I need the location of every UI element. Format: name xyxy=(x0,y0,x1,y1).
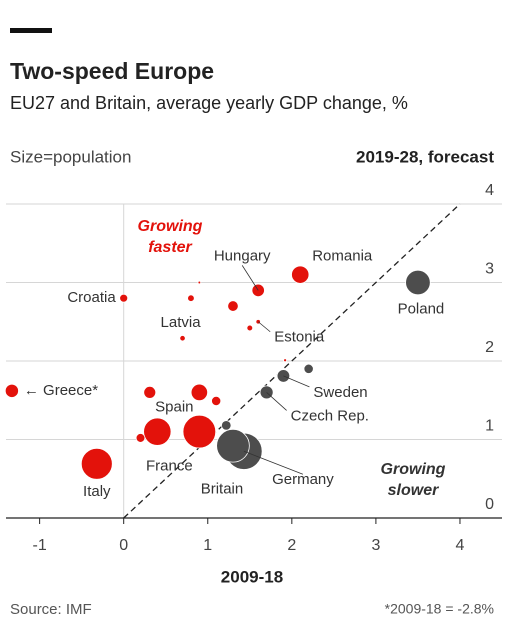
bubble xyxy=(4,383,19,398)
point-label: France xyxy=(146,458,193,475)
point-label: Britain xyxy=(201,481,244,498)
y-tick-label: 1 xyxy=(485,418,494,435)
leader-line xyxy=(283,375,310,388)
point-label: Czech Rep. xyxy=(291,407,369,424)
chart-title: Two-speed Europe xyxy=(10,58,214,84)
point-label: Croatia xyxy=(67,289,116,306)
bubble xyxy=(135,433,146,443)
annotation: Growing xyxy=(381,461,446,478)
leader-line xyxy=(243,450,304,475)
y-tick-label: 4 xyxy=(485,182,494,199)
bubble xyxy=(197,280,202,285)
point-label: Italy xyxy=(83,483,111,500)
bubble xyxy=(143,385,157,399)
bubble xyxy=(187,294,195,302)
x-tick-label: 1 xyxy=(203,537,212,554)
point-label: Estonia xyxy=(274,329,325,346)
point-label: Sweden xyxy=(313,384,367,401)
point-label: Hungary xyxy=(214,247,271,264)
bubble xyxy=(405,269,431,296)
x-axis-label: 2009-18 xyxy=(221,567,283,586)
point-label: Latvia xyxy=(161,314,202,331)
bubble xyxy=(179,335,186,342)
point-label: ← Greece* xyxy=(24,382,98,399)
bubble xyxy=(119,293,129,303)
bubble xyxy=(211,395,222,407)
footnote: *2009-18 = -2.8% xyxy=(385,601,494,617)
y-tick-label: 3 xyxy=(485,261,494,278)
chart-subtitle: EU27 and Britain, average yearly GDP cha… xyxy=(10,93,408,113)
x-tick-label: 3 xyxy=(371,537,380,554)
bubble xyxy=(182,414,217,449)
bubble xyxy=(221,420,232,431)
leader-line xyxy=(266,392,287,411)
point-label: Poland xyxy=(398,300,445,317)
leader-line xyxy=(257,321,271,333)
bubble xyxy=(246,324,254,332)
header-bar xyxy=(10,28,52,33)
annotation: Growing xyxy=(138,218,203,235)
leader-line xyxy=(241,265,259,291)
size-note: Size=population xyxy=(10,147,131,166)
bubble xyxy=(80,447,113,480)
x-tick-label: -1 xyxy=(33,537,47,554)
x-tick-label: 0 xyxy=(119,537,128,554)
source: Source: IMF xyxy=(10,601,92,618)
point-label: Romania xyxy=(312,248,373,265)
bubble xyxy=(303,363,314,374)
y-tick-label: 2 xyxy=(485,339,494,356)
point-label: Germany xyxy=(272,471,334,488)
bubble xyxy=(283,358,288,363)
point-label: Spain xyxy=(155,399,193,416)
bubble xyxy=(216,429,250,463)
bubble xyxy=(190,383,209,402)
y-tick-label: 0 xyxy=(485,496,494,513)
annotation: slower xyxy=(388,482,439,499)
diagonal xyxy=(123,203,461,519)
bubble xyxy=(291,265,310,284)
x-tick-label: 2 xyxy=(287,537,296,554)
annotation: faster xyxy=(148,239,192,256)
bubble xyxy=(143,417,172,446)
x-tick-label: 4 xyxy=(456,537,465,554)
bubble xyxy=(227,300,239,312)
y-axis-label: 2019-28, forecast xyxy=(356,147,494,166)
